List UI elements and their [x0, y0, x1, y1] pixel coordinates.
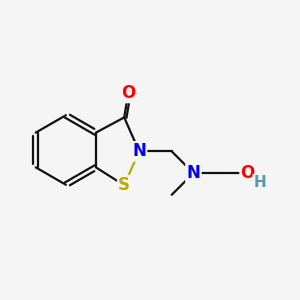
Text: N: N — [132, 142, 146, 160]
Text: O: O — [241, 164, 255, 182]
Text: N: N — [187, 164, 200, 182]
Text: S: S — [118, 176, 130, 194]
Text: H: H — [254, 175, 266, 190]
Text: O: O — [121, 84, 135, 102]
